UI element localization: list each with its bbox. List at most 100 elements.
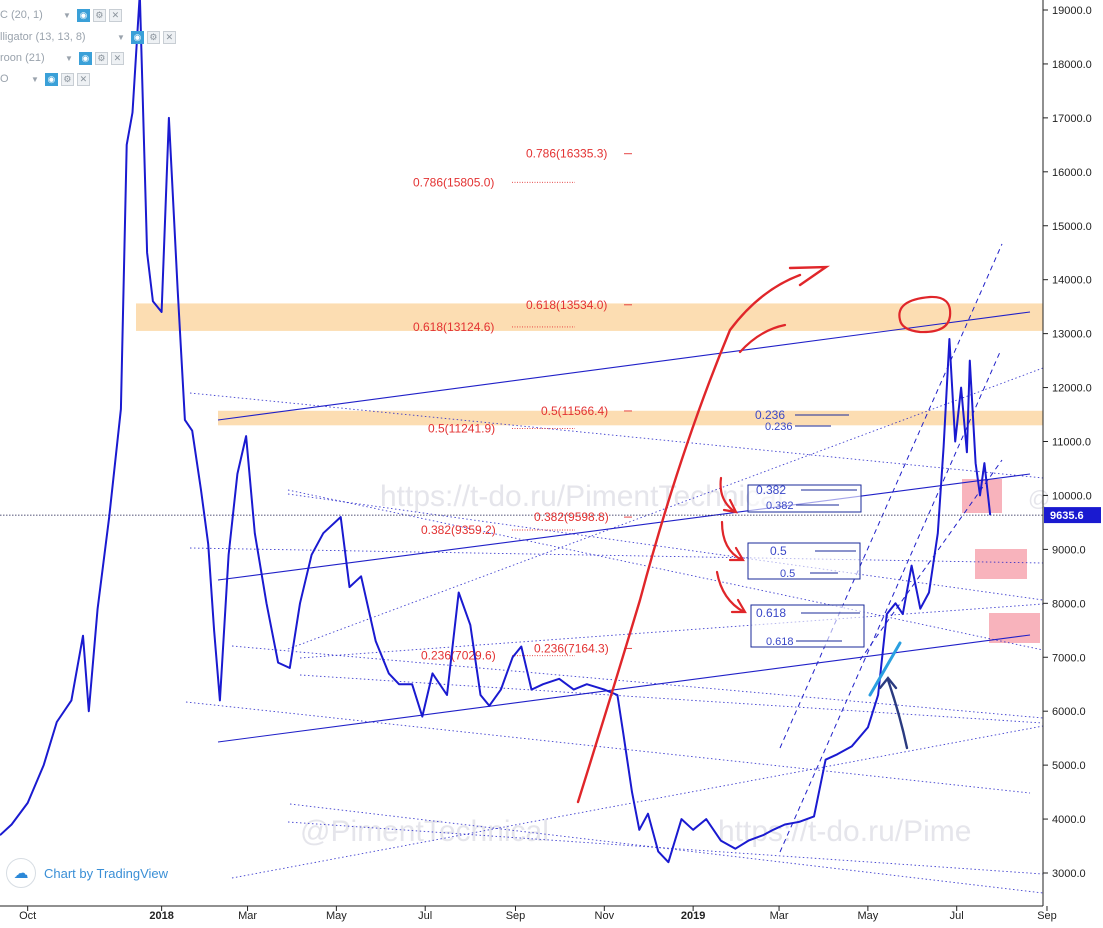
small-fib-label-dup: 0.618 (766, 636, 794, 648)
time-tick-label: May (326, 910, 347, 922)
last-price-label: 9635.6 (1050, 510, 1084, 522)
close-icon[interactable]: ✕ (76, 72, 90, 86)
dotted-trendline (287, 493, 1044, 601)
channel-line (217, 311, 1031, 421)
small-fib-box (747, 542, 861, 580)
guides-layer (0, 243, 1044, 894)
red-circle (898, 295, 952, 334)
small-fib-label-dup: 0.382 (766, 500, 794, 512)
channel-line (217, 473, 1031, 581)
eye-icon[interactable]: ◉ (78, 51, 92, 65)
watermark-at: @ (1028, 486, 1050, 511)
close-icon[interactable]: ✕ (108, 8, 122, 22)
fib-level-label: 0.5(11566.4) (541, 404, 608, 418)
price-tick-label: 15000.0 (1052, 221, 1092, 233)
close-icon[interactable]: ✕ (110, 51, 124, 65)
price-tick-label: 11000.0 (1052, 437, 1091, 449)
price-tick-label: 19000.0 (1052, 5, 1092, 17)
gear-icon[interactable]: ⚙ (94, 51, 108, 65)
price-tick-label: 5000.0 (1052, 760, 1086, 772)
price-tick-label: 8000.0 (1052, 598, 1086, 610)
indicator-row[interactable]: roon (21) ▼ ◉ ⚙ ✕ (0, 50, 124, 66)
gear-icon[interactable]: ⚙ (60, 72, 74, 86)
indicator-row[interactable]: lligator (13, 13, 8) ▼ ◉ ⚙ ✕ (0, 29, 176, 45)
dotted-trendline (299, 674, 1044, 724)
close-icon[interactable]: ✕ (162, 30, 176, 44)
red-small-arrow (719, 476, 738, 514)
fib-level-label: 0.382(9598.8) (534, 510, 609, 524)
price-tick-label: 4000.0 (1052, 814, 1086, 826)
chevron-down-icon[interactable]: ▼ (65, 53, 73, 63)
indicator-row[interactable]: C (20, 1) ▼ ◉ ⚙ ✕ (0, 7, 122, 23)
tradingview-label: Chart by TradingView (44, 865, 169, 881)
chevron-down-icon[interactable]: ▼ (31, 74, 39, 84)
fib-level-label: 0.382(9359.2) (421, 523, 496, 537)
eye-icon[interactable]: ◉ (44, 72, 58, 86)
indicator-name: O (0, 73, 9, 85)
small-fib-label: 0.618 (756, 606, 786, 620)
small-fib-label-dup: 0.5 (780, 568, 795, 580)
fib-level-label: 0.786(16335.3) (526, 147, 607, 161)
price-tick-label: 14000.0 (1052, 275, 1092, 287)
zones-layer (136, 303, 1043, 643)
time-tick-label: May (857, 910, 878, 922)
fib-level-label: 0.236(7029.6) (421, 649, 496, 663)
price-tick-label: 13000.0 (1052, 329, 1092, 341)
fib-level-label: 0.618(13124.6) (413, 320, 494, 334)
small-fib-label: 0.236 (755, 408, 785, 422)
price-tick-label: 7000.0 (1052, 652, 1086, 664)
cyan-trend-segment (868, 641, 902, 697)
resistance-zone (136, 303, 1043, 331)
time-tick-label: Jul (950, 910, 964, 922)
red-small-arrow (715, 570, 747, 614)
red-big-arrow (576, 265, 831, 804)
gear-icon[interactable]: ⚙ (146, 30, 160, 44)
price-tick-label: 6000.0 (1052, 706, 1086, 718)
price-tick-label: 12000.0 (1052, 383, 1092, 395)
time-tick-label: Jul (418, 910, 432, 922)
price-tick-label: 17000.0 (1052, 113, 1092, 125)
tradingview-badge[interactable]: ☁ Chart by TradingView (6, 858, 168, 888)
tradingview-cloud-icon: ☁ (6, 858, 36, 888)
small-fib-label: 0.382 (756, 483, 786, 497)
navy-arrow (878, 676, 909, 750)
last-price-badge (1044, 507, 1101, 524)
small-fib-label: 0.5 (770, 544, 787, 558)
price-axis[interactable]: 19000.0 18000.0 17000.0 16000.0 15000.0 14000… (1042, 0, 1101, 906)
time-tick-label: Mar (770, 910, 789, 922)
dotted-trendline (299, 603, 1044, 659)
indicator-name: lligator (13, 13, 8) (0, 31, 86, 43)
dashed-channel-line (859, 459, 1003, 661)
time-tick-label: Oct (19, 910, 36, 922)
price-tick-label: 3000.0 (1052, 868, 1086, 880)
price-line (0, 0, 992, 864)
dotted-trendline (231, 725, 1044, 879)
watermark-url: https://t-do.ru/PimentTechnical (380, 480, 784, 513)
fib-level-label: 0.618(13534.0) (526, 298, 607, 312)
time-tick-label: 2018 (149, 910, 173, 922)
chevron-down-icon[interactable]: ▼ (117, 32, 125, 42)
dotted-trendline (189, 392, 1044, 479)
red-curve (738, 323, 787, 354)
gear-icon[interactable]: ⚙ (92, 8, 106, 22)
target-box (975, 549, 1027, 579)
indicator-row[interactable]: O ▼ ◉ ⚙ ✕ (0, 71, 90, 87)
price-tick-label: 10000.0 (1052, 490, 1092, 502)
time-axis[interactable]: Oct 2018 Mar May Jul Sep Nov 2019 Mar May Jul Sep (0, 905, 1057, 922)
price-tick-label: 18000.0 (1052, 59, 1092, 71)
fib-level-label: 0.236(7164.3) (534, 641, 609, 655)
watermark-url-2: https://t-do.ru/Pime (718, 815, 971, 848)
small-fib-box (750, 604, 865, 648)
eye-icon[interactable]: ◉ (76, 8, 90, 22)
time-tick-label: Nov (595, 910, 615, 922)
indicator-name: roon (21) (0, 52, 45, 64)
watermarks-layer: https://t-do.ru/PimentTechnical@@PimentT… (300, 480, 1050, 848)
price-tick-label: 16000.0 (1052, 167, 1092, 179)
red-small-arrow (720, 520, 745, 562)
dotted-trendline (287, 489, 1044, 651)
chevron-down-icon[interactable]: ▼ (63, 10, 71, 20)
dotted-trendline (185, 701, 1031, 794)
eye-icon[interactable]: ◉ (130, 30, 144, 44)
